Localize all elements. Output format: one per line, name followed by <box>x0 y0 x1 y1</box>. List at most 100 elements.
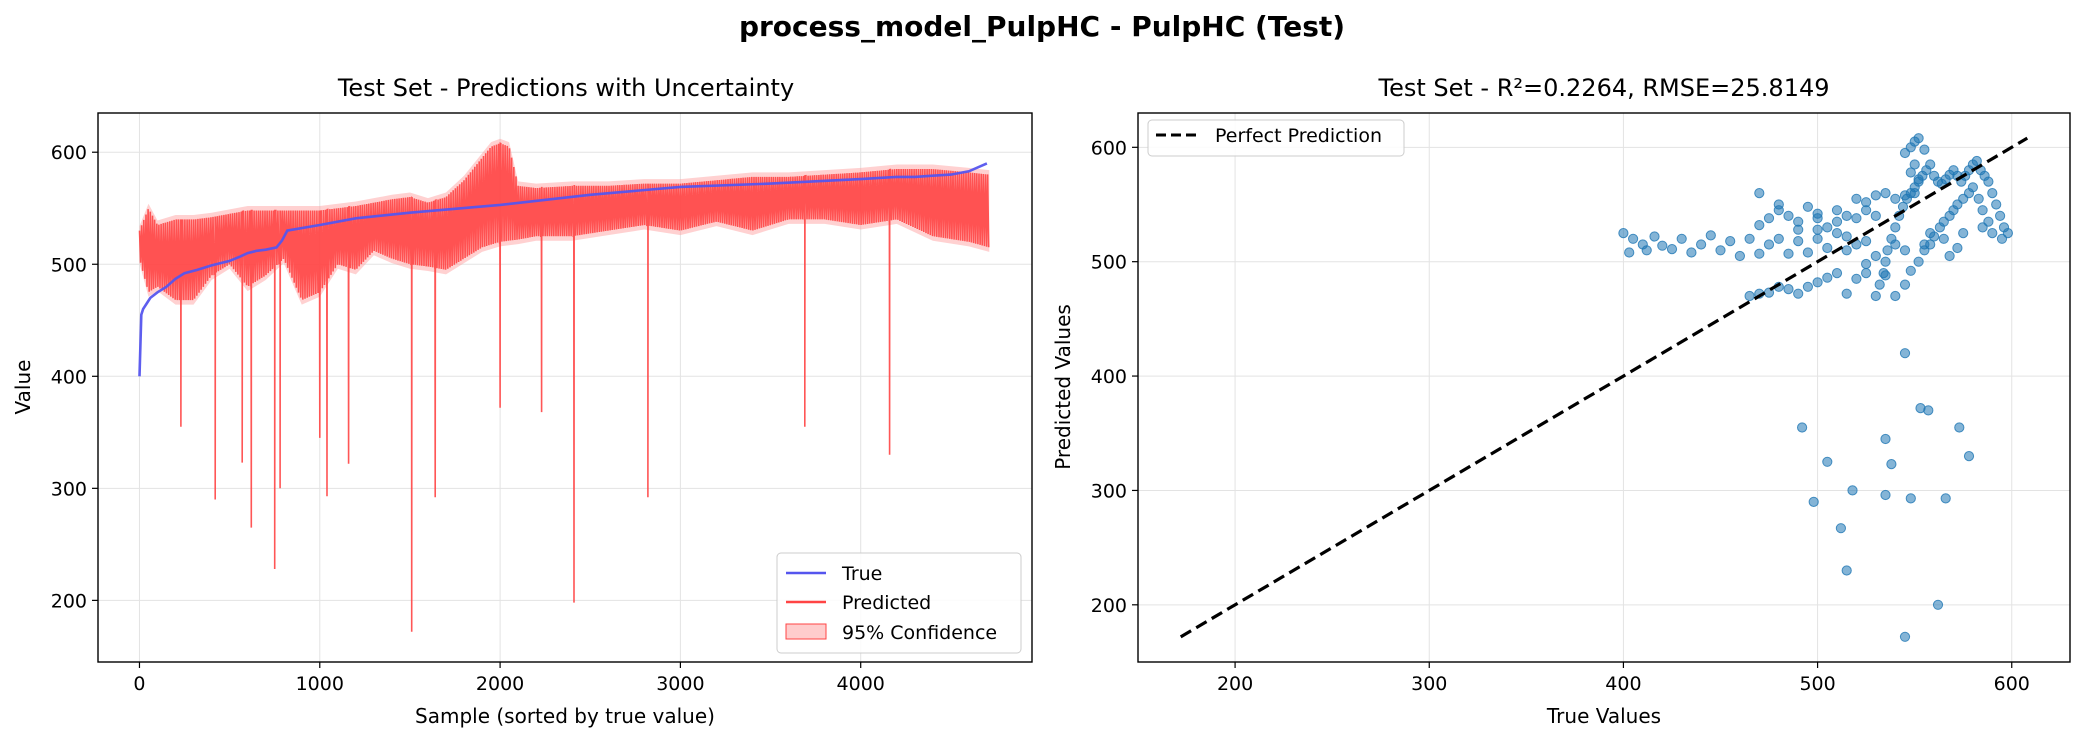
scatter-point <box>1952 242 1963 254</box>
scatter-point <box>1802 281 1814 292</box>
scatter-point <box>1899 631 1911 642</box>
right-y-ticks: 200 300 400 500 600 <box>1091 137 1138 617</box>
scatter-point <box>1899 279 1911 290</box>
scatter-point <box>1880 188 1891 199</box>
scatter-point <box>1628 233 1639 244</box>
scatter-point <box>1958 228 1969 239</box>
scatter-point <box>1971 155 1982 167</box>
scatter-point <box>1618 228 1629 239</box>
scatter-point <box>1641 245 1652 256</box>
right-y-axis-label: Predicted Values <box>1051 304 1075 470</box>
scatter-point <box>1890 222 1901 233</box>
predicted-series-line <box>138 142 990 632</box>
scatter-point <box>1783 248 1794 259</box>
scatter-point <box>1831 205 1843 216</box>
scatter-point <box>1705 230 1716 241</box>
scatter-point <box>1905 493 1916 504</box>
scatter-point <box>1944 250 1955 262</box>
scatter-point <box>1870 210 1881 221</box>
scatter-point <box>1835 523 1847 534</box>
left-y-axis-label: Value <box>11 360 35 415</box>
left-x-ticks: 0 1000 2000 3000 4000 <box>133 662 885 695</box>
scatter-point <box>1870 250 1881 262</box>
scatter-point <box>1793 236 1804 247</box>
right-x-tick-label: 400 <box>1605 673 1641 695</box>
scatter-point <box>1676 233 1687 244</box>
left-y-tick-label: 300 <box>51 478 87 500</box>
scatter-point <box>1909 159 1920 170</box>
left-predicted-line <box>138 142 990 632</box>
scatter-point <box>1940 493 1951 504</box>
scatter-point <box>1861 268 1872 279</box>
left-y-ticks: 200 300 400 500 600 <box>51 142 98 612</box>
scatter-point <box>1715 245 1726 256</box>
scatter-point <box>1649 231 1660 242</box>
scatter-point <box>1696 239 1707 250</box>
left-plot-frame <box>97 112 1033 663</box>
scatter-point <box>1919 144 1930 155</box>
scatter-point <box>1954 422 1965 433</box>
left-true-line <box>138 162 988 377</box>
scatter-point <box>1882 245 1893 256</box>
scatter-point <box>1744 233 1755 244</box>
left-x-tick-label: 0 <box>133 673 145 695</box>
legend-true-label: True <box>841 563 882 585</box>
scatter-point <box>1831 216 1843 227</box>
scatter-point <box>1773 233 1784 244</box>
left-x-axis-label: Sample (sorted by true value) <box>415 704 715 728</box>
scatter-point <box>1734 250 1746 262</box>
legend-perfect-label: Perfect Prediction <box>1215 125 1382 147</box>
left-y-tick-label: 400 <box>51 366 87 388</box>
scatter-point <box>1996 233 2008 244</box>
scatter-point <box>1666 244 1678 255</box>
right-chart: Test Set - R²=0.2264, RMSE=25.8149 200 30… <box>1051 74 2071 728</box>
scatter-point <box>1686 247 1697 258</box>
scatter-point <box>1973 193 1984 204</box>
scatter-point <box>1870 290 1881 302</box>
scatter-point <box>1977 222 1988 233</box>
scatter-point <box>1754 188 1765 199</box>
scatter-point <box>1851 273 1862 284</box>
scatter-point <box>1831 228 1843 239</box>
scatter-point <box>1841 210 1852 221</box>
scatter-point <box>1880 256 1891 267</box>
right-x-ticks: 200 300 400 500 600 <box>1217 662 2030 695</box>
right-y-tick-label: 400 <box>1091 366 1127 388</box>
left-x-tick-label: 2000 <box>476 673 524 695</box>
scatter-point <box>1773 199 1784 210</box>
scatter-point <box>1851 193 1862 204</box>
true-series-line <box>138 162 988 377</box>
right-x-axis-label: True Values <box>1546 704 1661 728</box>
scatter-point <box>1913 133 1924 144</box>
scatter-point <box>1977 205 1988 216</box>
scatter-point <box>1899 245 1911 256</box>
right-legend-box <box>1147 119 1405 157</box>
scatter-point <box>1802 247 1814 258</box>
right-x-tick-label: 300 <box>1411 673 1447 695</box>
scatter-point <box>1967 182 1979 193</box>
scatter-point <box>1783 284 1794 295</box>
scatter-point <box>1822 456 1833 467</box>
scatter-point <box>1925 228 1936 239</box>
right-chart-title: Test Set - R²=0.2264, RMSE=25.8149 <box>1378 74 1830 102</box>
left-x-tick-label: 1000 <box>296 673 344 695</box>
scatter-point <box>1987 188 1998 199</box>
scatter-point <box>1808 496 1819 507</box>
scatter-point <box>1861 236 1872 247</box>
scatter-point <box>1880 270 1891 281</box>
scatter-point <box>1822 222 1833 233</box>
perfect-prediction-line <box>1179 136 2029 639</box>
scatter-point <box>1812 213 1823 224</box>
scatter-point <box>1783 210 1794 221</box>
legend-confidence-swatch <box>785 623 827 640</box>
right-legend: Perfect Prediction <box>1147 119 1405 157</box>
scatter-point <box>1899 348 1911 359</box>
scatter-point <box>1874 279 1885 290</box>
left-x-tick-label: 3000 <box>656 673 704 695</box>
scatter-point <box>1905 265 1916 276</box>
scatter-point <box>1797 422 1808 433</box>
scatter-point <box>1890 239 1901 250</box>
scatter-point <box>1744 290 1755 302</box>
scatter-point <box>1763 213 1775 224</box>
